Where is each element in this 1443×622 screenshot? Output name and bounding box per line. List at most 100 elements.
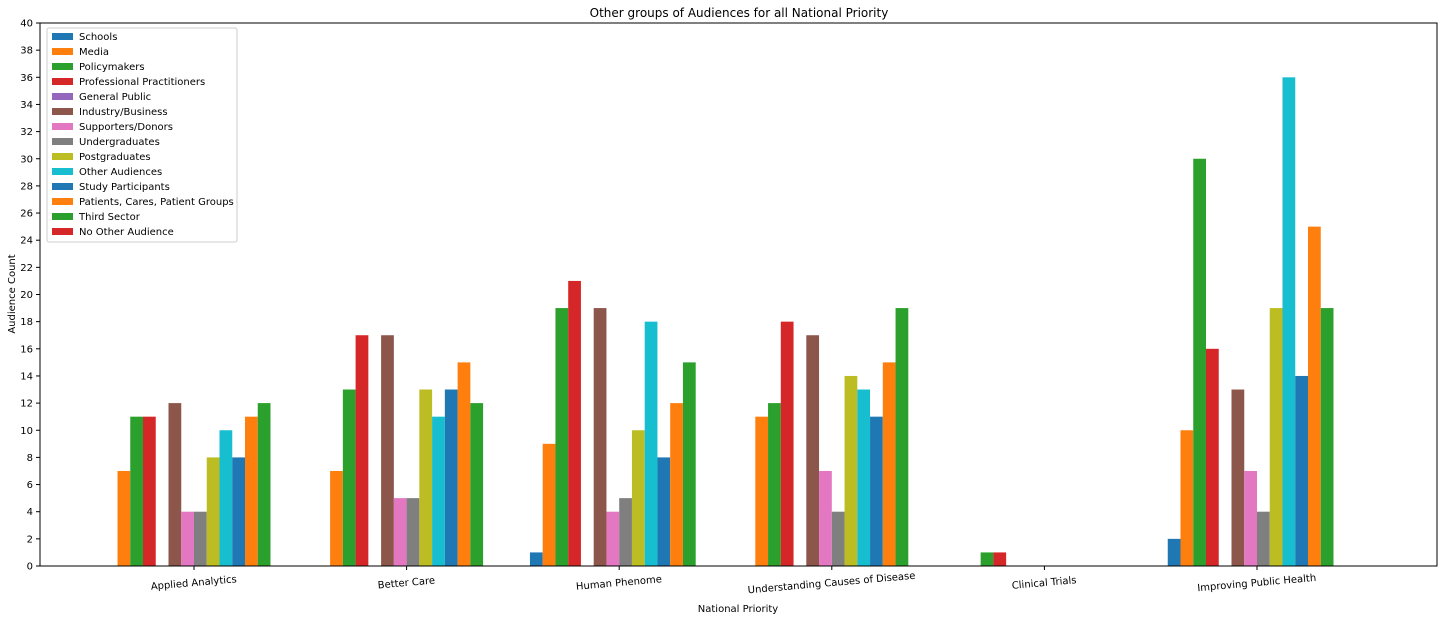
y-tick-label: 20 [20,290,33,301]
legend-label: General Public [79,92,151,103]
legend-swatch [52,213,73,220]
bar [593,308,607,566]
y-tick-label: 22 [20,263,33,274]
bar [631,430,645,566]
y-tick-label: 16 [20,344,33,355]
bar [457,362,471,567]
legend-label: Media [79,47,109,58]
bar [831,511,845,566]
y-tick-label: 38 [20,46,33,57]
bar [542,443,556,566]
legend-swatch [52,183,73,190]
legend-swatch [52,48,73,55]
bar [1257,511,1270,566]
bar [219,430,233,566]
bar [670,403,683,566]
bar [1180,430,1194,566]
bar [342,389,356,566]
y-tick-label: 8 [27,453,33,464]
plot-frame [39,22,1438,567]
bar [1320,308,1334,566]
legend-box [46,27,238,243]
x-tick-label: Improving Public Health [1197,573,1317,594]
bar [1295,375,1308,566]
x-tick-label: Clinical Trials [1011,575,1077,592]
bar [406,498,420,567]
y-tick-label: 14 [20,371,33,382]
bar [470,403,484,566]
legend-label: Postgraduates [79,152,151,163]
legend-swatch [52,138,73,145]
bar [444,389,458,566]
bar [257,403,271,566]
bars-group [117,77,1334,567]
bar [819,470,832,566]
bar [355,335,369,566]
legend-label: Supporters/Donors [79,122,173,133]
bar [232,457,245,566]
x-axis: Applied Analytics Better Care Human Phenom… [150,566,1317,597]
bar [381,335,394,566]
legend-label: No Other Audience [79,227,174,238]
bar [1282,77,1296,567]
bar [117,470,131,566]
bar [168,403,182,566]
y-tick-label: 6 [27,480,33,491]
y-tick-label: 32 [20,127,33,138]
bar [529,552,543,566]
legend-swatch [52,108,73,115]
bar [780,321,794,566]
bar [644,321,658,566]
y-tick-label: 12 [20,399,33,410]
legend-swatch [52,228,73,235]
legend-swatch [52,168,73,175]
bar [419,389,433,566]
legend-label: Industry/Business [79,107,168,118]
bar [1167,538,1181,566]
y-axis-label: Audience Count [7,254,18,333]
y-tick-label: 24 [20,236,33,247]
legend-label: Study Participants [79,182,170,193]
y-tick-label: 4 [27,507,33,518]
bar [844,375,858,566]
bar [895,308,909,566]
bar [1193,158,1206,566]
bar [181,511,194,566]
bar [657,457,671,566]
bar [755,416,769,566]
y-tick-label: 10 [20,426,33,437]
legend-swatch [52,78,73,85]
bar [330,470,343,566]
bar [619,498,632,567]
bar [130,416,143,566]
legend-swatch [52,33,73,40]
bar [1206,348,1219,566]
bar [432,416,445,566]
legend-swatch [52,123,73,130]
bar [143,416,156,566]
legend-label: Policymakers [79,62,145,73]
bar [993,552,1007,566]
x-tick-label: Understanding Causes of Disease [747,571,916,597]
bar [1244,470,1257,566]
y-tick-label: 18 [20,317,33,328]
bar [555,308,569,566]
x-tick-label: Human Phenome [576,574,663,592]
legend-label: Undergraduates [79,137,160,148]
legend-swatch [52,93,73,100]
legend-label: Other Audiences [79,167,162,178]
y-tick-label: 40 [20,19,33,30]
y-tick-label: 36 [20,73,33,84]
y-tick-label: 34 [20,100,33,111]
legend-swatch [52,63,73,70]
bar [1231,389,1245,566]
bar [1308,226,1321,567]
legend: Schools Media Policymakers Professional Pra… [46,27,238,243]
bar [206,457,220,566]
legend-label: Schools [79,32,117,43]
bar [194,511,207,566]
y-tick-label: 30 [20,154,33,165]
legend-label: Professional Practitioners [79,77,205,88]
legend-swatch [52,153,73,160]
legend-label: Third Sector [78,212,141,223]
